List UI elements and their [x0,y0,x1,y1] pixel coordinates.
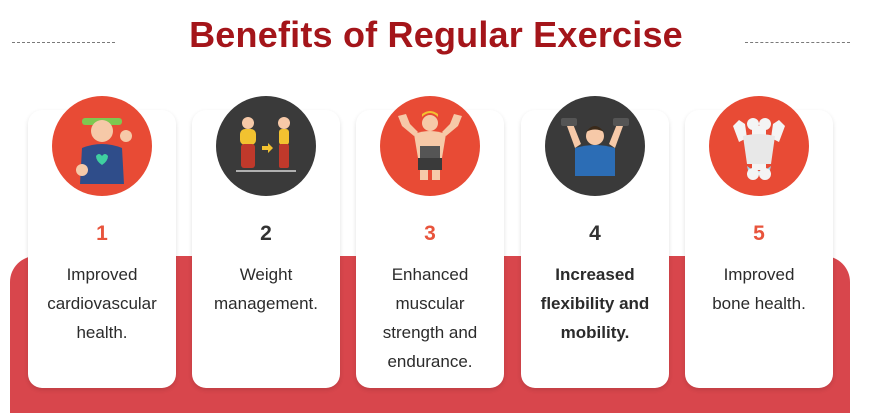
benefit-text-2-line-1: Weight [239,265,293,284]
benefit-text-2-line-2: management. [214,294,318,313]
benefit-text-5-line-2: bone health. [712,294,806,313]
benefit-text-2: Weight management. [192,260,340,318]
benefit-text-4-line-2: flexibility and [540,294,650,313]
header: Benefits of Regular Exercise [0,0,872,80]
benefit-text-1-line-2: cardiovascular [47,294,157,313]
benefit-number-3: 3 [424,222,436,245]
benefit-text-3: Enhanced muscular strength and endurance… [356,260,504,376]
benefit-text-4-line-3: mobility. [560,323,630,342]
benefit-text-5: Improved bone health. [685,260,833,318]
benefit-text-5-line-1: Improved [723,265,795,284]
benefit-text-1-line-1: Improved [66,265,138,284]
bone-health-icon [709,96,809,196]
benefit-number-4: 4 [589,222,601,245]
right-dashed-divider [745,42,850,43]
benefit-number-2: 2 [260,222,272,245]
benefit-number-1: 1 [96,222,108,245]
muscle-strength-icon [380,96,480,196]
left-dashed-divider [12,42,115,43]
benefit-text-3-line-1: Enhanced [391,265,469,284]
benefit-text-4-line-1: Increased [555,265,635,284]
benefit-text-4: Increased flexibility and mobility. [521,260,669,347]
weight-loss-icon [216,96,316,196]
benefit-text-3-line-4: endurance. [387,352,473,371]
benefit-text-1: Improved cardiovascular health. [28,260,176,347]
benefit-text-3-line-3: strength and [382,323,478,342]
benefit-text-3-line-2: muscular [395,294,465,313]
benefit-number-5: 5 [753,222,765,245]
benefit-text-1-line-3: health. [76,323,128,342]
page-title: Benefits of Regular Exercise [189,14,683,55]
flexibility-icon [545,96,645,196]
heart-health-icon [52,96,152,196]
